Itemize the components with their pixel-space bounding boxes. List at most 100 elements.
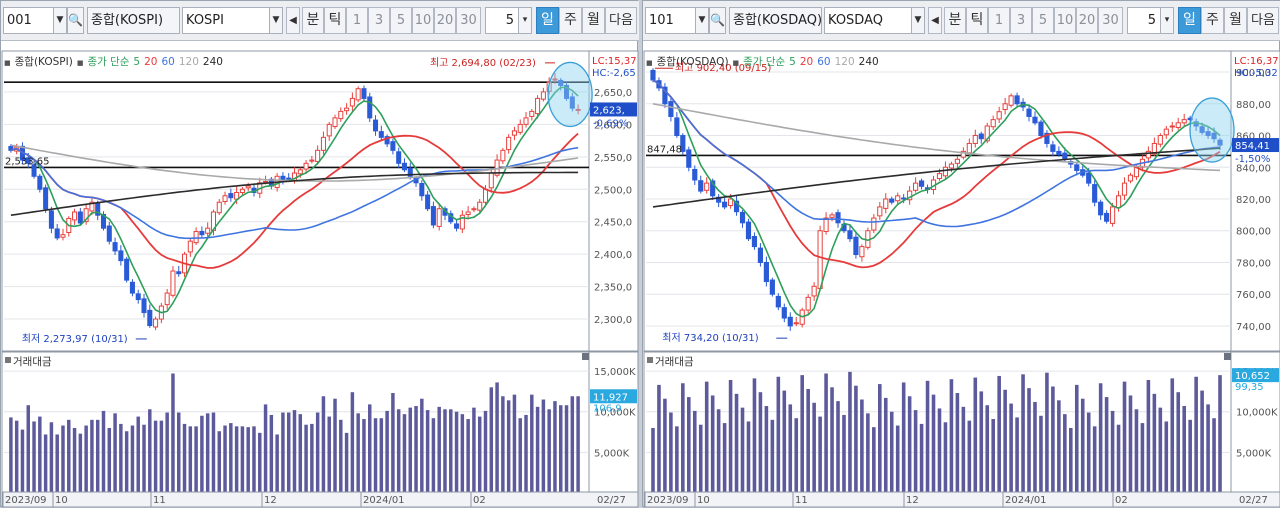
candle-body[interactable] <box>488 172 494 189</box>
interval-button-1[interactable]: 1 <box>988 7 1010 34</box>
volume-bar[interactable] <box>698 424 703 493</box>
candle-body[interactable] <box>942 166 949 177</box>
candle-body[interactable] <box>320 136 326 151</box>
candle-body[interactable] <box>378 131 384 138</box>
candle-body[interactable] <box>77 211 83 224</box>
volume-bar[interactable] <box>188 426 193 493</box>
volume-bar[interactable] <box>889 411 894 493</box>
volume-bar[interactable] <box>506 400 511 493</box>
candle-body[interactable] <box>118 250 124 262</box>
candle-body[interactable] <box>222 195 228 203</box>
volume-bar[interactable] <box>961 406 966 493</box>
interval-button-3[interactable]: 3 <box>1010 7 1032 34</box>
next-button[interactable]: 다음 <box>1247 7 1279 34</box>
volume-bar[interactable] <box>408 407 412 493</box>
volume-bar[interactable] <box>830 387 834 493</box>
volume-bar[interactable] <box>812 402 816 493</box>
volume-bar[interactable] <box>818 416 822 493</box>
volume-bar[interactable] <box>223 425 227 493</box>
volume-bar[interactable] <box>931 394 936 493</box>
volume-bar[interactable] <box>716 409 721 493</box>
candle-body[interactable] <box>315 149 321 163</box>
ma5-line[interactable] <box>10 86 579 314</box>
volume-bar[interactable] <box>483 410 488 493</box>
candle-body[interactable] <box>751 235 758 248</box>
candle-body[interactable] <box>1086 172 1092 184</box>
candle-body[interactable] <box>1050 144 1056 152</box>
candle-body[interactable] <box>465 211 471 215</box>
volume-bar[interactable] <box>466 419 470 493</box>
candle-body[interactable] <box>793 322 799 325</box>
volume-bar[interactable] <box>746 421 751 493</box>
volume-bar[interactable] <box>985 405 990 493</box>
volume-bar[interactable] <box>414 406 418 493</box>
candle-body[interactable] <box>686 149 692 168</box>
volume-bar[interactable] <box>1009 403 1013 493</box>
candle-body[interactable] <box>280 175 286 181</box>
candle-body[interactable] <box>436 208 442 227</box>
candle-body[interactable] <box>454 223 460 229</box>
index-dropdown-icon[interactable]: ▼ <box>269 7 283 34</box>
candle-body[interactable] <box>31 164 37 177</box>
volume-bar[interactable] <box>1164 421 1169 493</box>
candle-body[interactable] <box>43 187 49 210</box>
volume-bar[interactable] <box>776 376 781 493</box>
candle-body[interactable] <box>558 79 564 86</box>
volume-bar[interactable] <box>26 405 30 493</box>
candle-body[interactable] <box>407 167 413 177</box>
interval-button-20[interactable]: 20 <box>434 7 456 34</box>
candle-body[interactable] <box>564 84 570 99</box>
volume-bar[interactable] <box>391 393 395 493</box>
candle-body[interactable] <box>889 198 895 203</box>
volume-bar[interactable] <box>275 434 279 493</box>
volume-bar[interactable] <box>9 417 13 493</box>
pane-menu-icon[interactable] <box>1224 353 1231 360</box>
candle-body[interactable] <box>1181 119 1187 124</box>
volume-bar[interactable] <box>333 398 337 493</box>
candle-body[interactable] <box>309 159 315 162</box>
search-icon[interactable]: 🔍 <box>709 7 726 34</box>
next-button[interactable]: 다음 <box>605 7 637 34</box>
candle-body[interactable] <box>176 271 182 275</box>
volume-bar[interactable] <box>710 395 715 493</box>
candle-body[interactable] <box>349 97 355 107</box>
candle-body[interactable] <box>722 201 728 208</box>
candle-body[interactable] <box>853 236 859 256</box>
volume-bar[interactable] <box>722 423 727 493</box>
candle-body[interactable] <box>1127 174 1134 182</box>
candle-body[interactable] <box>668 101 674 117</box>
volume-bar[interactable] <box>142 424 146 493</box>
volume-bar[interactable] <box>229 423 233 493</box>
volume-bar[interactable] <box>165 412 169 493</box>
volume-bar[interactable] <box>171 373 175 493</box>
candle-body[interactable] <box>216 201 222 214</box>
volume-bar[interactable] <box>925 380 930 493</box>
candle-body[interactable] <box>355 88 361 101</box>
volume-bar[interactable] <box>1069 427 1073 493</box>
volume-bar[interactable] <box>967 420 972 493</box>
volume-bar[interactable] <box>107 427 112 493</box>
volume-bar[interactable] <box>1146 380 1151 493</box>
candle-body[interactable] <box>425 194 431 210</box>
candle-body[interactable] <box>1199 126 1205 133</box>
candle-body[interactable] <box>883 198 889 209</box>
candle-body[interactable] <box>193 230 199 244</box>
volume-bar[interactable] <box>806 388 810 493</box>
volume-bar[interactable] <box>298 414 303 493</box>
candle-body[interactable] <box>106 225 112 242</box>
candle-body[interactable] <box>153 318 159 328</box>
volume-bar[interactable] <box>979 391 984 493</box>
volume-bar[interactable] <box>734 393 739 493</box>
candle-body[interactable] <box>48 210 54 229</box>
volume-bar[interactable] <box>764 406 769 493</box>
volume-bar[interactable] <box>1021 374 1025 493</box>
volume-bar[interactable] <box>356 413 360 493</box>
candle-body[interactable] <box>523 117 529 125</box>
candle-body[interactable] <box>100 213 107 229</box>
volume-bar[interactable] <box>1218 375 1222 493</box>
day-button[interactable]: 일 <box>536 7 559 34</box>
candle-body[interactable] <box>662 86 668 105</box>
volume-bar[interactable] <box>1086 412 1091 493</box>
volume-bar[interactable] <box>836 401 840 493</box>
candle-body[interactable] <box>817 230 823 289</box>
